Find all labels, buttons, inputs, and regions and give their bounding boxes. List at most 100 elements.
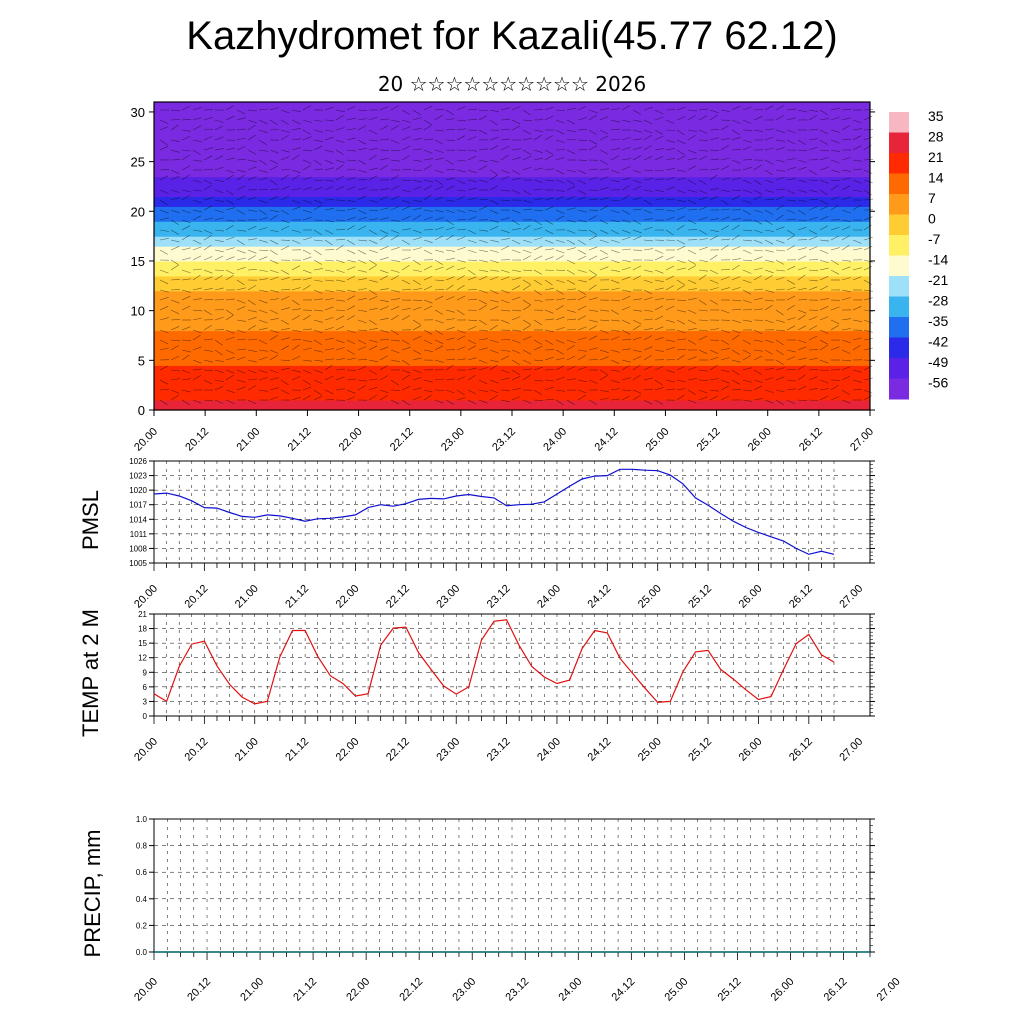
wind-barb (412, 369, 422, 373)
wind-barb (423, 394, 432, 401)
wind-barb (280, 296, 290, 301)
wind-barb (203, 155, 213, 161)
wind-barb (192, 329, 202, 334)
wind-barb (434, 295, 444, 301)
wind-barb (280, 219, 290, 224)
wind-barb (390, 185, 400, 191)
wind-barb (588, 235, 598, 241)
wind-barb (643, 318, 653, 321)
wind-barb (654, 269, 664, 274)
wind-barb (577, 337, 587, 341)
wind-barb (544, 256, 554, 261)
wind-barb (566, 288, 576, 291)
wind-barb (588, 297, 598, 301)
wind-barb (753, 369, 762, 375)
wind-barb (412, 179, 422, 183)
wind-barb (764, 189, 774, 193)
y-tick-label: 1.0 (136, 815, 148, 824)
wind-barb (467, 108, 478, 111)
wind-barb (489, 109, 499, 113)
wind-barb (819, 345, 828, 351)
wind-barb (357, 319, 367, 324)
wind-barb (412, 117, 422, 121)
wind-barb (533, 389, 542, 395)
wind-barb (764, 128, 774, 131)
wind-barb (302, 129, 311, 135)
wind-barb (786, 117, 796, 121)
wind-barb (544, 356, 554, 361)
temperature-band (154, 131, 870, 138)
wind-barb (489, 276, 499, 281)
wind-barb (566, 195, 576, 201)
wind-barb (456, 397, 466, 401)
wind-barb (346, 208, 356, 211)
wind-barb (511, 388, 521, 391)
wind-barb (247, 299, 256, 306)
wind-barb (577, 169, 587, 175)
wind-barb (291, 376, 301, 381)
wind-barb (555, 376, 565, 381)
wind-barb (280, 119, 289, 125)
wind-barb (181, 154, 190, 161)
wind-barb (797, 166, 807, 171)
wind-barb (159, 217, 169, 221)
wind-barb (258, 299, 268, 304)
temperature-band (154, 166, 870, 173)
wind-barb (720, 157, 730, 161)
wind-barb (456, 189, 466, 192)
wind-barb (720, 309, 730, 314)
wind-barb (841, 349, 851, 354)
wind-barb (687, 378, 697, 381)
wind-barb (830, 169, 840, 173)
x-tick-label: 20.12 (185, 976, 213, 1004)
wind-barb (379, 329, 389, 333)
wind-barb (544, 309, 554, 314)
temperature-band (154, 295, 870, 302)
wind-barb (500, 349, 510, 352)
wind-barb (192, 139, 202, 143)
wind-barb (610, 249, 620, 254)
wind-barb (192, 179, 202, 183)
wind-barb (819, 259, 829, 264)
wind-barb (709, 137, 719, 141)
wind-barb (181, 389, 191, 393)
wind-barb (346, 137, 356, 141)
wind-barb (456, 335, 466, 341)
wind-barb (841, 339, 851, 344)
wind-barb (786, 108, 797, 111)
wind-barb (247, 124, 256, 131)
wind-barb (170, 209, 180, 214)
temp2m-frame (153, 613, 871, 717)
page-title: Kazhydromet for Kazali(45.77 62.12) (186, 14, 838, 58)
wind-barb (269, 329, 279, 333)
wind-barb (797, 179, 807, 183)
wind-barb (346, 177, 356, 181)
wind-barb (533, 134, 542, 141)
wind-barb (797, 267, 807, 271)
wind-barb (335, 269, 345, 273)
wind-barb (456, 329, 466, 334)
wind-barb (764, 377, 774, 381)
temperature-band (154, 265, 870, 272)
wind-barb (467, 319, 478, 322)
wind-barb (511, 269, 521, 272)
wind-barb (313, 119, 323, 122)
wind-barb (247, 349, 257, 352)
wind-barb (247, 316, 257, 321)
temperature-band (154, 365, 870, 371)
wind-barb (368, 154, 377, 161)
wind-barb (742, 339, 752, 345)
wind-barb (753, 297, 763, 301)
wind-barb (555, 365, 565, 371)
wind-barb (797, 364, 806, 371)
wind-barb (214, 309, 225, 311)
wind-barb (302, 284, 311, 291)
wind-barb (258, 249, 269, 251)
wind-barb (302, 216, 312, 221)
wind-barb (775, 115, 784, 121)
wind-barb (412, 259, 421, 266)
wind-barb (335, 127, 345, 131)
y-tick-label: 0.8 (136, 842, 148, 851)
y-tick-label: 3 (143, 697, 148, 706)
wind-barb (863, 198, 874, 201)
